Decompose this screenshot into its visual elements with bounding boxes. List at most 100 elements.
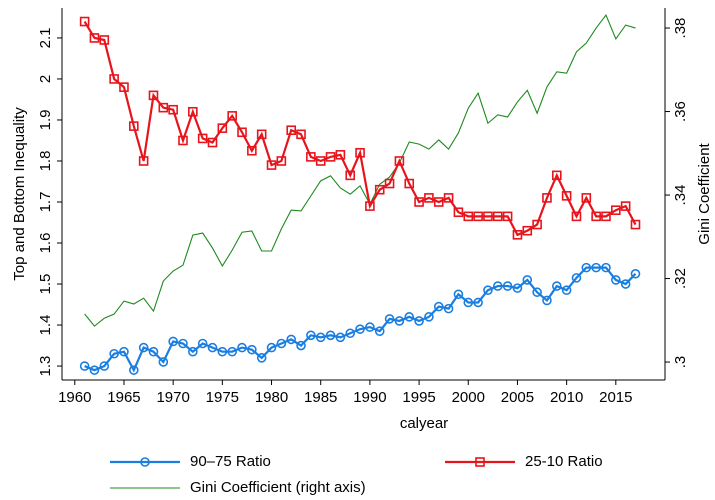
x-tick-label: 2010 [550, 389, 583, 406]
point [227, 346, 237, 357]
point [463, 211, 474, 222]
point [502, 211, 513, 222]
point [335, 150, 346, 160]
point [325, 330, 336, 341]
point [443, 193, 454, 203]
point [581, 262, 592, 273]
point [109, 74, 119, 84]
point [591, 211, 601, 222]
point [89, 33, 100, 43]
point [443, 303, 454, 314]
point [129, 365, 139, 375]
point [522, 225, 533, 236]
x-tick-label: 1970 [156, 389, 189, 406]
point [79, 16, 90, 27]
series-line [83, 20, 637, 237]
y-tick-label: 2 [37, 75, 54, 83]
point [404, 178, 415, 189]
x-tick-label: 1980 [255, 389, 288, 406]
point [188, 346, 198, 357]
point [306, 330, 316, 341]
point [306, 152, 316, 162]
x-tick-label: 2000 [452, 389, 485, 406]
point [542, 295, 552, 306]
y-tick-label: 2.1 [37, 28, 54, 49]
point [217, 123, 228, 133]
point [453, 289, 464, 300]
point [522, 275, 533, 285]
point [158, 102, 169, 113]
point [551, 170, 562, 181]
point [601, 211, 611, 222]
point [620, 279, 631, 289]
point [551, 281, 562, 291]
point [561, 285, 572, 295]
x-tick-label: 1985 [304, 389, 337, 406]
point [315, 156, 326, 166]
point [365, 322, 375, 332]
point [345, 328, 356, 339]
point [611, 205, 621, 216]
point [384, 314, 395, 324]
point [237, 342, 247, 353]
point [207, 342, 218, 353]
point [374, 326, 385, 336]
point [237, 127, 247, 138]
point [276, 338, 287, 349]
point [620, 201, 631, 211]
y2-tick-label: .32 [672, 268, 689, 289]
point [404, 312, 415, 322]
point [384, 178, 395, 189]
point [315, 332, 326, 343]
point [158, 357, 169, 367]
point [286, 334, 296, 345]
point [325, 152, 336, 162]
point [483, 285, 493, 295]
point [247, 344, 257, 355]
point [89, 365, 100, 375]
x-tick-label: 1965 [107, 389, 140, 406]
y2-tick-label: .38 [672, 18, 689, 39]
point [571, 273, 582, 283]
point [345, 170, 356, 181]
y-tick-label: 1.5 [37, 274, 54, 295]
series-line [84, 14, 636, 327]
point [433, 197, 444, 207]
point [512, 283, 523, 293]
point [197, 338, 208, 349]
point [276, 156, 287, 166]
point [119, 82, 129, 92]
point [414, 316, 424, 326]
point [414, 197, 424, 207]
point [591, 262, 601, 273]
legend-label: Gini Coefficient (right axis) [190, 479, 366, 496]
point [129, 121, 139, 131]
y2-tick-label: .3 [672, 356, 689, 369]
point [542, 193, 552, 203]
point [335, 332, 346, 343]
point [247, 145, 257, 156]
point [492, 281, 503, 291]
point [630, 219, 641, 230]
point [532, 287, 542, 298]
point [473, 297, 483, 308]
y-axis-label: Top and Bottom Inequality [11, 107, 28, 281]
point [188, 106, 198, 117]
point [178, 338, 188, 349]
point [99, 361, 110, 371]
point [492, 211, 503, 222]
point [424, 312, 434, 322]
legend-marker [475, 457, 485, 467]
y2-tick-label: .34 [672, 185, 689, 206]
point [138, 342, 149, 353]
point [266, 342, 277, 353]
x-tick-label: 1995 [402, 389, 435, 406]
point [217, 346, 228, 357]
point [296, 340, 306, 351]
point [256, 353, 267, 363]
point [355, 324, 365, 334]
point [207, 137, 218, 148]
point [394, 156, 405, 166]
point [433, 301, 444, 312]
